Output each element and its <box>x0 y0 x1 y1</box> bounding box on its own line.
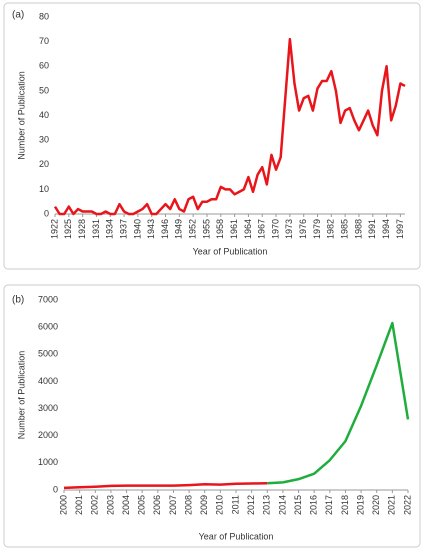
x-tick-label: 2002 <box>90 495 100 515</box>
x-tick-label: 1973 <box>284 219 294 239</box>
y-tick-label: 10 <box>39 184 49 194</box>
y-tick-label: 0 <box>44 208 49 218</box>
x-tick-label: 2000 <box>58 495 68 515</box>
x-tick-label: 1979 <box>312 219 322 239</box>
x-tick-label: 1925 <box>63 219 73 239</box>
x-tick-label: 1922 <box>49 219 59 239</box>
x-tick-label: 1988 <box>353 219 363 239</box>
y-tick-label: 40 <box>39 110 49 120</box>
panel-frame <box>3 2 421 270</box>
x-tick-label: 2005 <box>137 495 147 515</box>
y-tick-label: 0 <box>53 484 58 494</box>
data-line <box>63 481 268 490</box>
x-tick-label: 2014 <box>277 495 287 515</box>
x-tick-label: 2018 <box>340 495 350 515</box>
x-tick-label: 2019 <box>355 495 365 515</box>
x-tick-label: 2021 <box>387 495 397 515</box>
y-axis-title: Number of Publication <box>16 71 26 160</box>
x-tick-label: 1937 <box>118 219 128 239</box>
x-tick-label: 2012 <box>246 495 256 515</box>
x-tick-label: 1997 <box>395 219 405 239</box>
x-tick-label: 1982 <box>326 219 336 239</box>
x-tick-label: 1985 <box>340 219 350 239</box>
x-tick-label: 2022 <box>402 495 412 515</box>
x-tick-label: 1943 <box>146 219 156 239</box>
x-tick-label: 1946 <box>160 219 170 239</box>
x-tick-label: 2008 <box>183 495 193 515</box>
y-tick-label: 50 <box>39 85 49 95</box>
x-tick-label: 1928 <box>77 219 87 239</box>
x-tick-label: 1955 <box>201 219 211 239</box>
x-tick-label: 2013 <box>262 495 272 515</box>
x-tick-label: 1931 <box>91 219 101 239</box>
panel-label: (a) <box>12 10 24 21</box>
y-axis-title: Number of Publication <box>16 351 26 440</box>
x-tick-label: 2020 <box>371 495 381 515</box>
x-tick-label: 2011 <box>230 495 240 514</box>
data-line <box>267 321 410 485</box>
x-tick-label: 2010 <box>215 495 225 515</box>
y-tick-label: 5000 <box>38 349 58 359</box>
x-tick-label: 2004 <box>121 495 131 515</box>
x-tick-label: 1940 <box>132 219 142 239</box>
panel-label: (b) <box>12 295 24 306</box>
y-tick-label: 6000 <box>38 322 58 332</box>
x-axis-title: Year of Publication <box>199 531 274 541</box>
panel-frame <box>3 284 421 548</box>
y-tick-label: 70 <box>39 36 49 46</box>
x-tick-label: 2001 <box>74 495 84 515</box>
x-tick-label: 1970 <box>270 219 280 239</box>
x-tick-label: 1958 <box>215 219 225 239</box>
y-tick-label: 2000 <box>38 430 58 440</box>
x-tick-label: 1949 <box>174 219 184 239</box>
x-tick-label: 2015 <box>293 495 303 515</box>
x-tick-label: 1976 <box>298 219 308 239</box>
y-tick-label: 60 <box>39 61 49 71</box>
y-tick-label: 4000 <box>38 376 58 386</box>
x-tick-label: 1967 <box>257 219 267 239</box>
x-tick-label: 2006 <box>152 495 162 515</box>
x-tick-label: 1952 <box>188 219 198 239</box>
data-line <box>53 37 406 216</box>
x-tick-label: 2003 <box>105 495 115 515</box>
x-tick-label: 2007 <box>168 495 178 515</box>
x-tick-label: 1964 <box>243 219 253 239</box>
x-tick-label: 1994 <box>381 219 391 239</box>
x-tick-label: 1991 <box>367 219 377 239</box>
y-tick-label: 30 <box>39 135 49 145</box>
x-tick-label: 2009 <box>199 495 209 515</box>
x-tick-label: 1961 <box>229 219 239 239</box>
y-tick-label: 7000 <box>38 294 58 304</box>
x-tick-label: 2017 <box>324 495 334 515</box>
y-tick-label: 1000 <box>38 457 58 467</box>
y-tick-label: 80 <box>39 11 49 21</box>
x-axis-title: Year of Publication <box>193 246 268 256</box>
y-tick-label: 3000 <box>38 403 58 413</box>
x-tick-label: 2016 <box>309 495 319 515</box>
y-tick-label: 20 <box>39 159 49 169</box>
x-tick-label: 1934 <box>105 219 115 239</box>
